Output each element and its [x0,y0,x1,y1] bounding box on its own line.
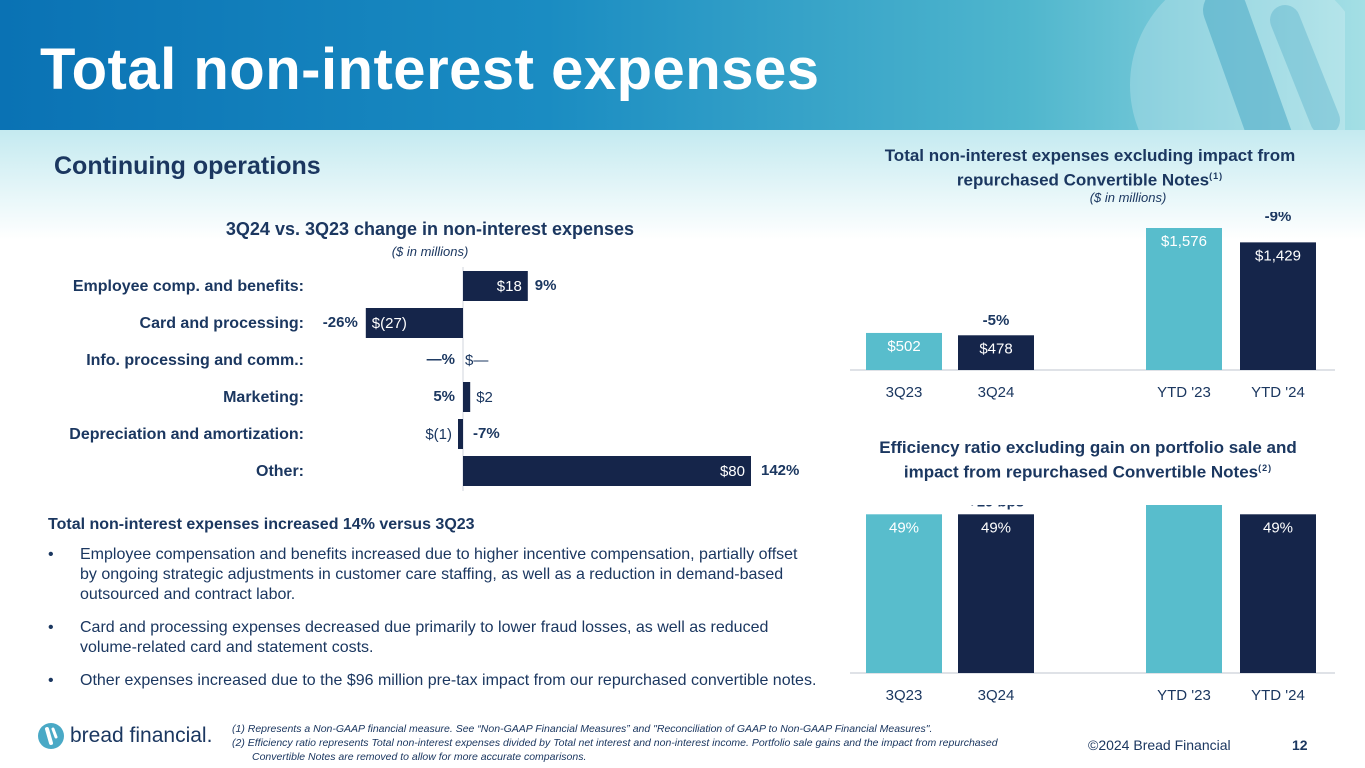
commentary-bullet: • Other expenses increased due to the $96… [48,671,818,691]
left-chart-subtitle: ($ in millions) [391,244,469,259]
brand-name: bread financial. [70,724,213,747]
bar-value-label: $502 [887,338,920,355]
x-tick-label: YTD '23 [1157,687,1211,704]
bottom-chart-title: Efficiency ratio excluding gain on portf… [858,437,1318,483]
value-label: $(1) [425,426,452,443]
change-label: +19 bps [968,505,1024,510]
page-number: 12 [1292,737,1308,753]
brand-logo: bread financial. [38,723,212,749]
value-label: $— [465,352,488,369]
bar [866,514,942,673]
expense-change-chart: Employee comp. and benefits: $18 9% Card an… [69,267,799,491]
bar [463,382,471,412]
category-label: Depreciation and amortization: [69,426,304,443]
left-chart-title: 3Q24 vs. 3Q23 change in non-interest exp… [225,219,635,239]
bottom-chart-title-line2: impact from repurchased Convertible Note… [903,462,1259,482]
x-tick-label: YTD '24 [1251,687,1305,704]
bar-value-label: $1,429 [1255,247,1301,264]
bar [1146,505,1222,673]
header-banner: Total non-interest expenses [0,0,1365,130]
x-tick-label: 3Q24 [978,384,1015,401]
copyright: ©2024 Bread Financial [1088,737,1231,753]
bar [1240,242,1316,370]
category-label: Employee comp. and benefits: [73,278,304,295]
value-label: $2 [476,389,493,406]
bullet-icon: • [48,546,54,563]
change-label: -5% [983,312,1010,329]
commentary-bullet: • Card and processing expenses decreased … [48,618,818,658]
footnote-2: (2) Efficiency ratio represents Total no… [232,737,998,763]
top-chart-title-footnote-ref: (1) [1209,171,1224,181]
bar [958,335,1034,370]
percent-change-label: —% [427,351,455,368]
x-tick-label: YTD '23 [1157,384,1211,401]
bar [958,514,1034,673]
bar [866,332,942,370]
bar [458,419,463,449]
bar-value-label: 49% [889,519,919,536]
commentary-bullet-text: Card and processing expenses decreased d… [80,619,769,656]
top-chart-title: Total non-interest expenses excluding im… [860,145,1320,191]
bread-logo-icon [38,723,64,749]
change-label: -9% [1265,212,1292,225]
category-label: Card and processing: [140,315,304,332]
category-label: Marketing: [223,389,304,406]
percent-change-label: 5% [433,388,455,405]
x-tick-label: 3Q24 [978,687,1015,704]
bar-value-label: $478 [979,340,1012,357]
bar [463,271,528,301]
percent-change-label: 9% [535,277,557,294]
commentary-bullet-text: Other expenses increased due to the $96 … [80,672,817,689]
commentary-bullet-text: Employee compensation and benefits incre… [80,546,798,603]
top-chart-title-line1: Total non-interest expenses excluding im… [884,146,1296,165]
value-label: $(27) [372,315,407,332]
bottom-chart-title-footnote-ref: (2) [1258,463,1273,473]
value-label: $18 [497,278,522,295]
bottom-chart-title-line1: Efficiency ratio excluding gain on portf… [879,438,1297,457]
value-label: $80 [720,463,745,480]
x-tick-label: 3Q23 [886,384,923,401]
bar-value-label: 49% [981,519,1011,536]
commentary-heading: Total non-interest expenses increased 14… [48,516,475,533]
category-label: Other: [256,463,304,480]
percent-change-label: 142% [761,462,799,479]
footnote-1: (1) Represents a Non-GAAP financial meas… [232,723,933,735]
footnotes: (1) Represents a Non-GAAP financial meas… [232,722,1032,764]
category-label: Info. processing and comm.: [86,352,304,369]
bullet-icon: • [48,619,54,636]
x-tick-label: 3Q23 [886,687,923,704]
percent-change-label: -26% [323,314,358,331]
top-chart-title-line2: repurchased Convertible Notes [956,170,1210,190]
commentary-bullet: • Employee compensation and benefits incr… [48,545,818,605]
expenses-bar-chart: $502 3Q23 $478 3Q24 $1,576 YTD '23 $1,429 YTD '… [850,212,1335,401]
section-subtitle: Continuing operations [54,152,321,180]
x-tick-label: YTD '24 [1251,384,1305,401]
commentary: Total non-interest expenses increased 14… [48,515,818,704]
header-gradient-band [0,130,1365,240]
bar-value-label: 49% [1263,519,1293,536]
bullet-icon: • [48,672,54,689]
top-chart-subtitle: ($ in millions) [1089,190,1167,205]
bar-value-label: $1,576 [1161,233,1207,250]
percent-change-label: -7% [473,425,500,442]
bar [1240,514,1316,673]
bread-logo-watermark-icon [1130,0,1345,130]
bar [365,308,463,338]
bar [463,456,751,486]
bar [1146,228,1222,370]
page-title: Total non-interest expenses [40,37,820,102]
